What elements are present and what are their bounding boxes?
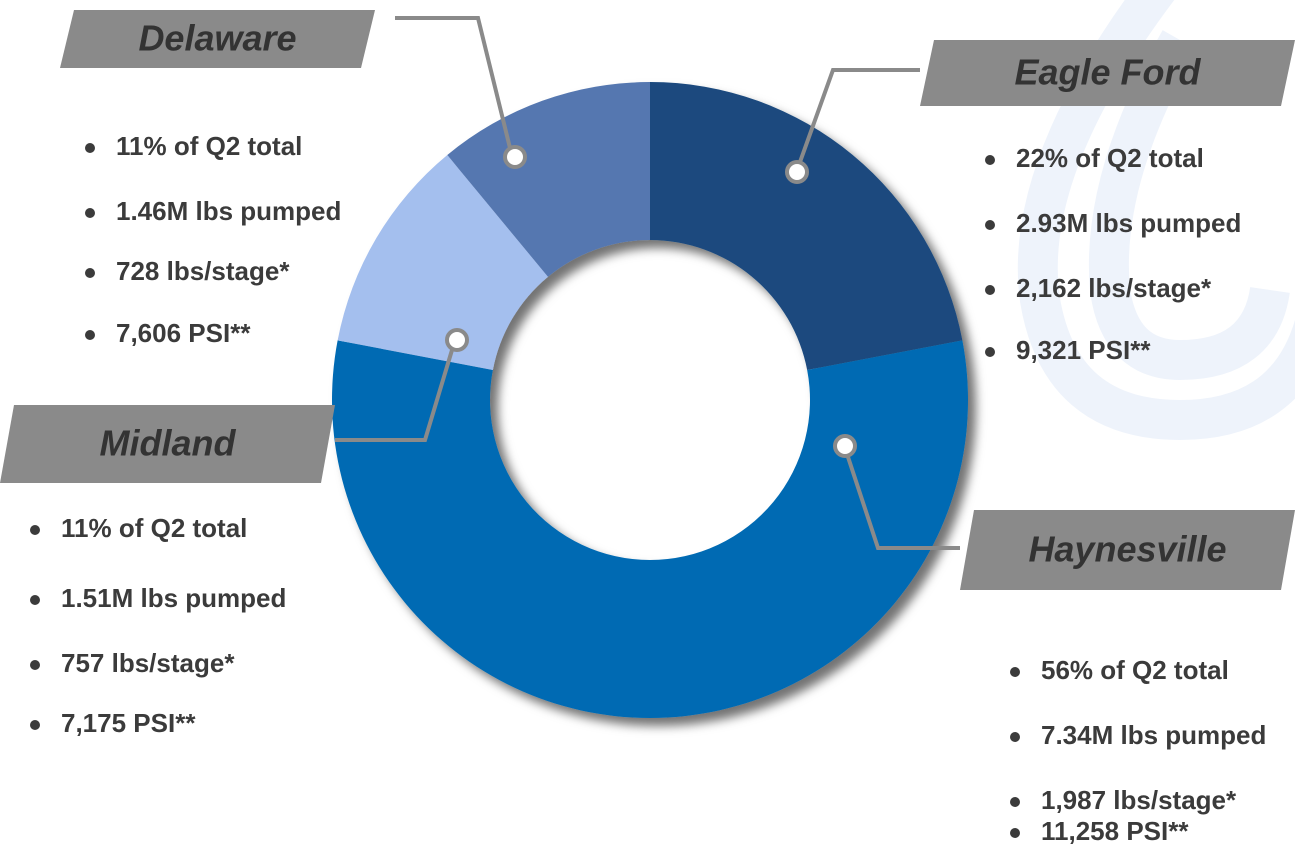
labels: Eagle Ford 22% of Q2 total 2.93M lbs pumpe… (0, 10, 1295, 846)
stat-item: 22% of Q2 total (1016, 143, 1204, 173)
label-banner (0, 405, 335, 483)
stat-item: 728 lbs/stage* (116, 256, 290, 286)
region-title: Delaware (138, 18, 296, 59)
label-banner (960, 510, 1295, 590)
stat-item: 1.46M lbs pumped (116, 196, 341, 226)
donut (332, 82, 969, 718)
stat-item: 2.93M lbs pumped (1016, 208, 1241, 238)
bullet (85, 143, 95, 153)
stat-item: 2,162 lbs/stage* (1016, 273, 1212, 303)
connectors (335, 16, 960, 550)
bullet (85, 208, 95, 218)
stat-item: 9,321 PSI** (1016, 335, 1151, 365)
bullet (985, 155, 995, 165)
bullet (1010, 667, 1020, 677)
stat-item: 7,606 PSI** (116, 318, 251, 348)
bullet (85, 268, 95, 278)
bullet (30, 525, 40, 535)
stat-item: 11,258 PSI** (1041, 816, 1189, 846)
label-banner (60, 10, 375, 68)
slice (337, 154, 549, 371)
bullet (85, 330, 95, 340)
bullet (985, 347, 995, 357)
stat-item: 7.34M lbs pumped (1041, 720, 1266, 750)
region-title: Haynesville (1028, 529, 1226, 570)
slice (332, 340, 969, 718)
slice (447, 82, 650, 277)
background-drop (1017, 0, 1295, 441)
stat-item: 1,987 lbs/stage* (1041, 785, 1237, 815)
stat-item: 7,175 PSI** (61, 708, 196, 738)
stat-item: 1.51M lbs pumped (61, 583, 286, 613)
region-title: Eagle Ford (1014, 52, 1201, 93)
stat-item: 11% of Q2 total (61, 513, 247, 543)
bullet (985, 220, 995, 230)
bullet (985, 285, 995, 295)
stat-item: 11% of Q2 total (116, 131, 302, 161)
stat-item: 56% of Q2 total (1041, 655, 1229, 685)
bullet (30, 660, 40, 670)
label-banner (920, 40, 1295, 106)
bullet (30, 595, 40, 605)
bullet (1010, 732, 1020, 742)
region-title: Midland (100, 423, 237, 464)
slice (650, 82, 963, 371)
stat-item: 757 lbs/stage* (61, 648, 235, 678)
bullet (1010, 797, 1020, 807)
bullet (1010, 828, 1020, 838)
bullet (30, 720, 40, 730)
